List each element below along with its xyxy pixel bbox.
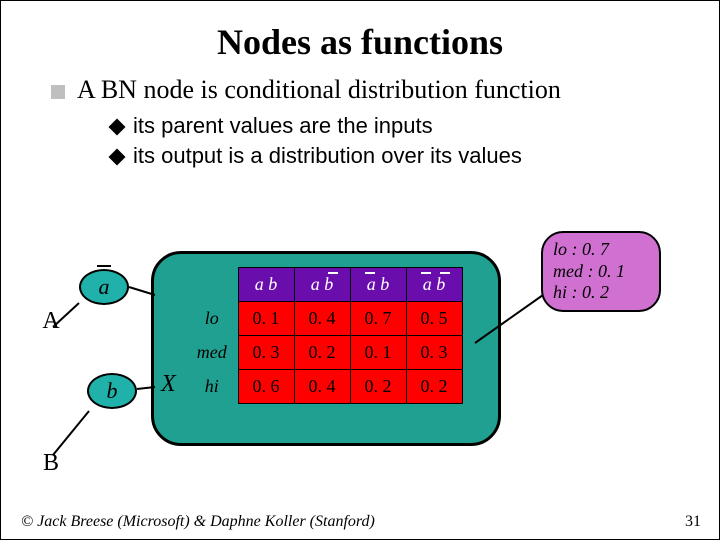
sub-text-2: its output is a distribution over its va… — [133, 143, 522, 169]
c-1-3: 0. 3 — [406, 336, 462, 370]
c-2-3: 0. 2 — [406, 370, 462, 404]
c-1-1: 0. 2 — [294, 336, 350, 370]
ob-a-4 — [421, 272, 431, 274]
bullet-text: A BN node is conditional distribution fu… — [77, 75, 561, 105]
cpt-table: a b a b a b a b lo 0. 1 0. 4 0. 7 0. 5 m… — [186, 267, 463, 404]
c-1-0: 0. 3 — [238, 336, 294, 370]
c-0-3: 0. 5 — [406, 302, 462, 336]
ob-a-3 — [365, 272, 375, 274]
callout-hi: hi : 0. 2 — [553, 282, 649, 304]
colh-1: a b — [238, 268, 294, 302]
c-2-1: 0. 4 — [294, 370, 350, 404]
b-to-box — [135, 381, 157, 395]
sub-text-1: its parent values are the inputs — [133, 113, 433, 139]
oval-a: a — [79, 269, 129, 305]
X-label: X — [161, 371, 176, 398]
c-0-2: 0. 7 — [350, 302, 406, 336]
colh-4: a b — [406, 268, 462, 302]
ob-b-4 — [440, 272, 450, 274]
a-to-box — [127, 281, 157, 301]
oval-b: b — [87, 373, 137, 409]
c-0-1: 0. 4 — [294, 302, 350, 336]
rowh-med: med — [186, 336, 238, 370]
ob-b-2 — [328, 272, 338, 274]
c-2-0: 0. 6 — [238, 370, 294, 404]
sub-bullet-1: its parent values are the inputs — [1, 113, 719, 139]
diamond-icon — [109, 149, 126, 166]
colh-2: a b — [294, 268, 350, 302]
slide-title: Nodes as functions — [1, 1, 719, 75]
oval-a-text: a — [99, 274, 110, 299]
output-callout: lo : 0. 7 med : 0. 1 hi : 0. 2 — [541, 231, 661, 312]
rowh-hi: hi — [186, 370, 238, 404]
callout-med: med : 0. 1 — [553, 261, 649, 283]
a-overbar — [97, 265, 111, 267]
c-0-0: 0. 1 — [238, 302, 294, 336]
bullet-square-icon — [51, 85, 65, 99]
footer-credit: © Jack Breese (Microsoft) & Daphne Kolle… — [21, 513, 375, 531]
diagram-stage: A a B b X a b a b a b a b — [1, 231, 720, 501]
tbl-corner — [186, 268, 238, 302]
bullet-main: A BN node is conditional distribution fu… — [1, 75, 719, 105]
diamond-icon — [109, 119, 126, 136]
page-number: 31 — [685, 513, 701, 531]
c-2-2: 0. 2 — [350, 370, 406, 404]
tail-A — [49, 301, 89, 331]
oval-b-text: b — [107, 378, 118, 403]
sub-bullet-2: its output is a distribution over its va… — [1, 143, 719, 169]
callout-tail — [471, 291, 551, 351]
callout-lo: lo : 0. 7 — [553, 239, 649, 261]
c-1-2: 0. 1 — [350, 336, 406, 370]
rowh-lo: lo — [186, 302, 238, 336]
colh-3: a b — [350, 268, 406, 302]
tail-B — [49, 409, 99, 459]
